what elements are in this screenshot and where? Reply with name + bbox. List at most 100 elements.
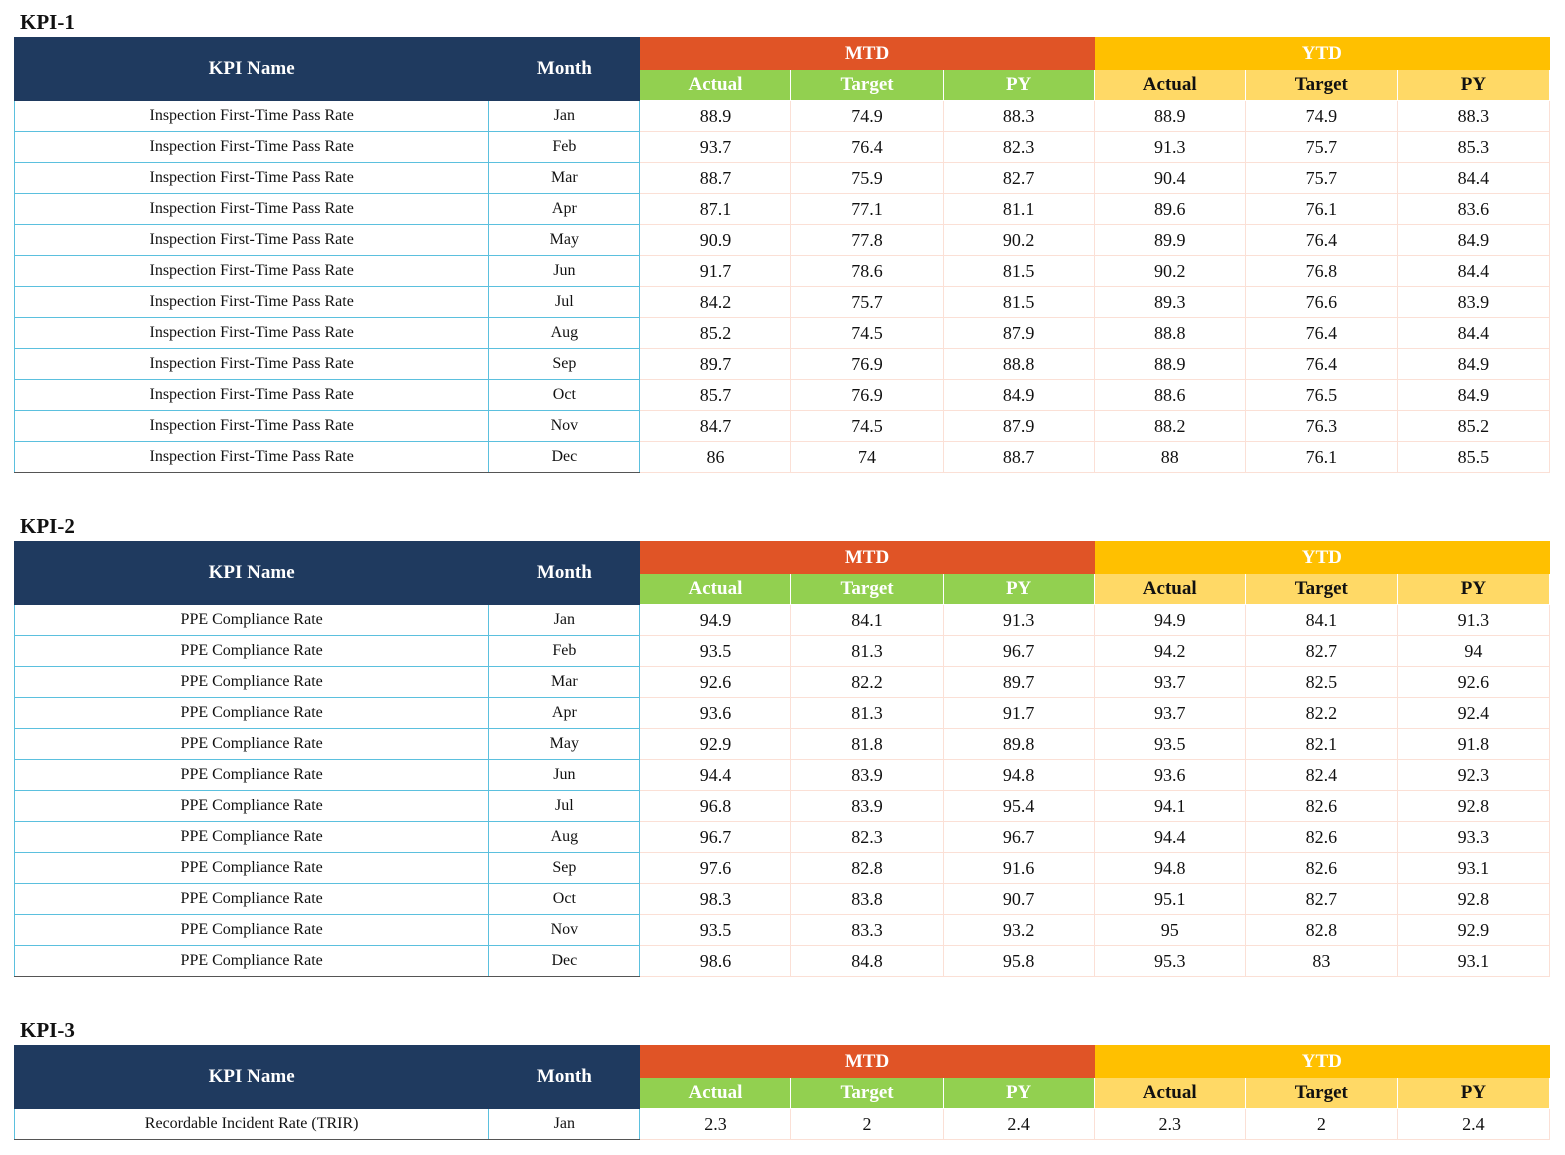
header-mtd-py: PY — [942, 69, 1095, 101]
kpi-name-cell: Inspection First-Time Pass Rate — [13, 317, 490, 349]
mtd-target-cell: 2 — [790, 1108, 944, 1140]
kpi-name-cell: Inspection First-Time Pass Rate — [13, 224, 490, 256]
mtd-target-cell: 74.5 — [790, 410, 944, 442]
ytd-actual-cell: 89.3 — [1093, 286, 1246, 318]
kpi-name-cell: Inspection First-Time Pass Rate — [13, 131, 490, 163]
ytd-actual-cell: 88 — [1093, 441, 1246, 473]
table-row: PPE Compliance Rate Mar 92.6 82.2 89.7 93.7 82… — [13, 666, 1551, 698]
mtd-actual-cell: 86 — [639, 441, 792, 473]
header-mtd: MTD — [639, 1045, 1095, 1078]
mtd-actual-cell: 84.2 — [639, 286, 792, 318]
ytd-target-cell: 76.1 — [1244, 193, 1398, 225]
kpi-section-title: KPI-3 — [20, 1018, 75, 1042]
month-cell: Oct — [488, 379, 641, 411]
kpi-name-cell: PPE Compliance Rate — [13, 604, 490, 636]
table-row: PPE Compliance Rate Nov 93.5 83.3 93.2 95 82.8… — [13, 914, 1551, 946]
kpi-name-cell: Inspection First-Time Pass Rate — [13, 162, 490, 194]
month-cell: Aug — [488, 821, 641, 853]
month-cell: May — [488, 728, 641, 760]
ytd-py-cell: 88.3 — [1396, 100, 1551, 132]
header-kpi-name: KPI Name — [13, 541, 490, 605]
ytd-target-cell: 75.7 — [1244, 131, 1398, 163]
mtd-py-cell: 88.3 — [942, 100, 1095, 132]
ytd-py-cell: 92.3 — [1396, 759, 1551, 791]
header-month: Month — [488, 37, 641, 101]
ytd-target-cell: 82.8 — [1244, 914, 1398, 946]
ytd-actual-cell: 89.6 — [1093, 193, 1246, 225]
header-mtd-target: Target — [790, 69, 944, 101]
ytd-target-cell: 82.1 — [1244, 728, 1398, 760]
header-mtd-target: Target — [790, 573, 944, 605]
kpi-name-cell: Inspection First-Time Pass Rate — [13, 379, 490, 411]
kpi-name-cell: Inspection First-Time Pass Rate — [13, 255, 490, 287]
kpi-name-cell: PPE Compliance Rate — [13, 666, 490, 698]
ytd-py-cell: 93.1 — [1396, 945, 1551, 977]
kpi-name-cell: Inspection First-Time Pass Rate — [13, 193, 490, 225]
month-cell: Apr — [488, 697, 641, 729]
ytd-py-cell: 84.4 — [1396, 162, 1551, 194]
ytd-actual-cell: 94.2 — [1093, 635, 1246, 667]
ytd-target-cell: 82.6 — [1244, 852, 1398, 884]
ytd-actual-cell: 93.7 — [1093, 666, 1246, 698]
mtd-actual-cell: 2.3 — [639, 1108, 792, 1140]
ytd-target-cell: 82.5 — [1244, 666, 1398, 698]
month-cell: Jul — [488, 286, 641, 318]
mtd-target-cell: 82.3 — [790, 821, 944, 853]
kpi-name-cell: Inspection First-Time Pass Rate — [13, 348, 490, 380]
mtd-py-cell: 82.3 — [942, 131, 1095, 163]
mtd-py-cell: 89.7 — [942, 666, 1095, 698]
ytd-actual-cell: 95.1 — [1093, 883, 1246, 915]
table-row: PPE Compliance Rate Sep 97.6 82.8 91.6 94.8 82… — [13, 852, 1551, 884]
header-month: Month — [488, 541, 641, 605]
kpi-name-cell: Inspection First-Time Pass Rate — [13, 410, 490, 442]
header-kpi-name: KPI Name — [13, 1045, 490, 1109]
header-ytd: YTD — [1093, 541, 1551, 574]
mtd-py-cell: 91.3 — [942, 604, 1095, 636]
ytd-py-cell: 83.9 — [1396, 286, 1551, 318]
mtd-actual-cell: 93.6 — [639, 697, 792, 729]
mtd-py-cell: 81.5 — [942, 255, 1095, 287]
mtd-py-cell: 96.7 — [942, 821, 1095, 853]
header-mtd-actual: Actual — [639, 573, 792, 605]
kpi-table: KPI Name Month MTD YTD Actual Target PY Actual T… — [13, 541, 1551, 977]
mtd-actual-cell: 87.1 — [639, 193, 792, 225]
mtd-target-cell: 76.9 — [790, 379, 944, 411]
table-row: Inspection First-Time Pass Rate Oct 85.7 76… — [13, 379, 1551, 411]
table-row: PPE Compliance Rate Aug 96.7 82.3 96.7 94.4 82… — [13, 821, 1551, 853]
mtd-py-cell: 2.4 — [942, 1108, 1095, 1140]
kpi-section-title: KPI-1 — [20, 10, 75, 34]
mtd-actual-cell: 97.6 — [639, 852, 792, 884]
table-row: Inspection First-Time Pass Rate Dec 86 74 88… — [13, 441, 1551, 473]
kpi-name-cell: PPE Compliance Rate — [13, 821, 490, 853]
kpi-name-cell: PPE Compliance Rate — [13, 728, 490, 760]
ytd-target-cell: 76.5 — [1244, 379, 1398, 411]
ytd-actual-cell: 90.4 — [1093, 162, 1246, 194]
ytd-py-cell: 94 — [1396, 635, 1551, 667]
table-row: Inspection First-Time Pass Rate Jun 91.7 78… — [13, 255, 1551, 287]
header-ytd-py: PY — [1396, 1077, 1551, 1109]
ytd-actual-cell: 88.9 — [1093, 100, 1246, 132]
mtd-target-cell: 81.8 — [790, 728, 944, 760]
ytd-actual-cell: 88.2 — [1093, 410, 1246, 442]
month-cell: Sep — [488, 852, 641, 884]
mtd-target-cell: 83.8 — [790, 883, 944, 915]
mtd-py-cell: 88.7 — [942, 441, 1095, 473]
month-cell: Sep — [488, 348, 641, 380]
ytd-actual-cell: 95 — [1093, 914, 1246, 946]
mtd-py-cell: 87.9 — [942, 410, 1095, 442]
mtd-actual-cell: 91.7 — [639, 255, 792, 287]
kpi-name-cell: PPE Compliance Rate — [13, 697, 490, 729]
ytd-py-cell: 85.3 — [1396, 131, 1551, 163]
mtd-target-cell: 74.5 — [790, 317, 944, 349]
mtd-actual-cell: 93.5 — [639, 635, 792, 667]
mtd-target-cell: 81.3 — [790, 697, 944, 729]
mtd-py-cell: 96.7 — [942, 635, 1095, 667]
ytd-target-cell: 76.4 — [1244, 224, 1398, 256]
header-mtd-py: PY — [942, 573, 1095, 605]
ytd-py-cell: 92.8 — [1396, 883, 1551, 915]
ytd-target-cell: 76.3 — [1244, 410, 1398, 442]
ytd-py-cell: 84.9 — [1396, 348, 1551, 380]
mtd-actual-cell: 98.6 — [639, 945, 792, 977]
ytd-target-cell: 76.6 — [1244, 286, 1398, 318]
table-row: PPE Compliance Rate Jan 94.9 84.1 91.3 94.9 84… — [13, 604, 1551, 636]
